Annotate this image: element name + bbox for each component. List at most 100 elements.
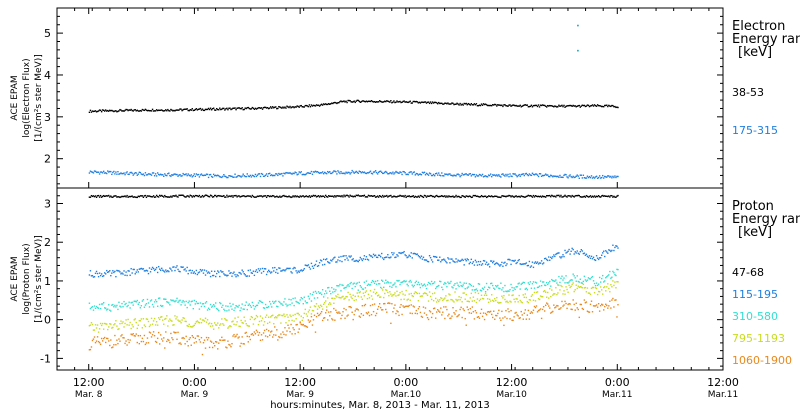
data-point xyxy=(373,255,376,257)
data-point xyxy=(120,273,122,275)
data-point xyxy=(249,195,252,197)
data-point xyxy=(256,271,259,273)
data-point xyxy=(161,174,163,176)
data-point xyxy=(476,195,479,197)
data-point xyxy=(442,175,444,177)
data-point xyxy=(429,283,432,285)
data-point xyxy=(513,287,515,289)
data-point xyxy=(596,195,599,198)
data-point xyxy=(111,327,113,329)
data-point xyxy=(192,109,194,112)
data-point xyxy=(523,281,525,284)
data-point xyxy=(569,174,571,176)
data-point xyxy=(465,282,467,285)
data-point xyxy=(525,287,528,290)
data-point xyxy=(530,295,533,297)
data-point xyxy=(374,196,377,198)
data-point xyxy=(615,106,617,109)
data-point xyxy=(560,307,562,309)
data-point xyxy=(469,104,472,106)
data-point xyxy=(418,306,421,308)
data-point xyxy=(538,309,541,311)
data-point xyxy=(460,259,462,262)
data-point xyxy=(512,319,514,322)
data-point xyxy=(433,196,436,198)
data-point xyxy=(263,329,266,332)
data-point xyxy=(569,286,571,289)
data-point xyxy=(456,300,458,302)
data-point xyxy=(571,283,573,286)
data-point xyxy=(446,173,448,175)
data-point xyxy=(609,249,611,252)
data-point xyxy=(567,282,569,284)
data-point xyxy=(118,301,120,304)
data-point xyxy=(278,336,280,338)
data-point xyxy=(594,176,597,178)
data-point xyxy=(441,102,443,105)
data-point xyxy=(608,104,610,107)
data-point xyxy=(422,172,425,174)
data-point xyxy=(603,105,605,108)
data-point xyxy=(576,105,578,107)
data-point xyxy=(490,313,493,316)
data-point xyxy=(326,309,328,311)
data-point xyxy=(89,196,92,198)
data-point xyxy=(343,255,345,257)
data-point xyxy=(281,270,283,272)
data-point xyxy=(617,281,619,283)
data-point xyxy=(307,311,310,313)
data-point xyxy=(393,173,395,175)
data-point xyxy=(605,195,607,197)
data-point xyxy=(137,195,139,197)
data-point xyxy=(131,324,133,326)
data-point xyxy=(583,299,586,301)
data-point xyxy=(195,269,198,272)
data-point xyxy=(519,288,521,290)
data-point xyxy=(189,269,191,271)
data-point xyxy=(427,174,430,176)
data-point xyxy=(231,308,233,310)
data-point xyxy=(106,172,108,175)
data-point xyxy=(215,275,217,278)
data-point xyxy=(476,290,479,292)
data-point xyxy=(526,264,529,267)
data-point xyxy=(281,195,283,198)
data-point xyxy=(339,260,341,262)
data-point xyxy=(309,268,312,270)
data-point xyxy=(425,102,428,104)
data-point xyxy=(445,295,447,297)
data-point xyxy=(98,173,101,175)
data-point xyxy=(458,285,460,288)
data-point xyxy=(225,319,227,321)
data-point xyxy=(343,307,345,310)
data-point xyxy=(158,268,161,270)
data-point xyxy=(418,101,421,104)
data-point xyxy=(403,171,405,173)
data-point xyxy=(499,287,501,290)
data-point xyxy=(463,309,465,312)
data-point xyxy=(454,174,456,177)
data-point xyxy=(343,100,345,102)
data-point xyxy=(138,320,141,322)
data-point xyxy=(373,288,376,291)
data-point xyxy=(376,295,379,297)
data-point xyxy=(409,100,411,102)
data-point xyxy=(400,101,402,104)
data-point xyxy=(250,306,253,308)
data-point xyxy=(183,195,185,198)
data-point xyxy=(611,276,613,278)
data-point xyxy=(170,268,172,270)
data-point xyxy=(343,194,345,196)
data-point xyxy=(504,316,506,318)
data-point xyxy=(587,196,590,198)
data-point xyxy=(354,171,356,174)
data-point xyxy=(290,107,292,109)
data-point xyxy=(557,292,559,294)
data-point xyxy=(272,267,274,269)
data-point xyxy=(385,100,387,103)
data-point xyxy=(370,255,373,257)
data-point xyxy=(547,291,549,294)
data-point xyxy=(424,195,427,197)
data-point xyxy=(395,170,397,173)
data-point xyxy=(477,260,480,263)
